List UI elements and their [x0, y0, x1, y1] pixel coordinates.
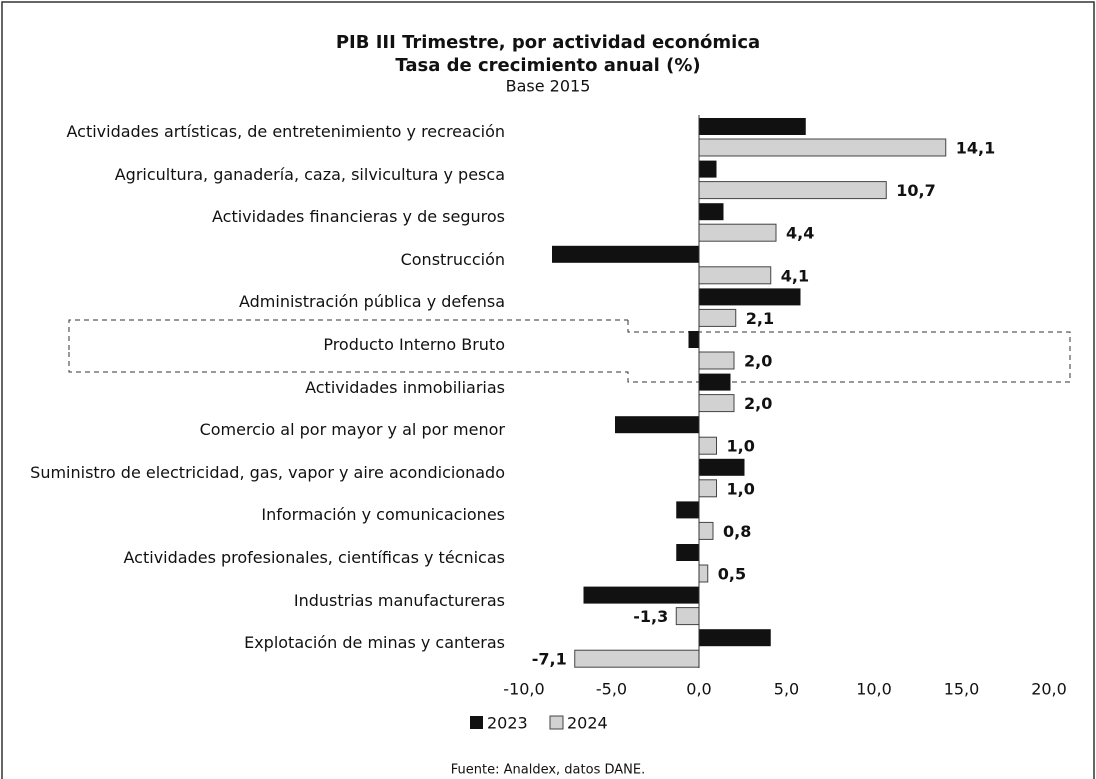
bar — [615, 416, 699, 434]
bar — [698, 138, 947, 157]
bar — [698, 181, 887, 200]
category-label: Comercio al por mayor y al por menor — [199, 420, 505, 440]
bar — [699, 118, 806, 135]
bar — [574, 649, 700, 668]
category-label: Actividades financieras y de seguros — [212, 207, 505, 227]
bar — [688, 331, 699, 348]
bar — [699, 288, 801, 306]
category-label: Suministro de electricidad, gas, vapor y… — [30, 462, 505, 482]
x-tick-label: -5,0 — [596, 680, 627, 699]
bar — [698, 266, 772, 285]
bar — [699, 373, 731, 391]
highlight-box — [68, 320, 1071, 383]
category-label: Actividades artísticas, de entretenimien… — [66, 122, 506, 141]
chart-subtitle: Tasa de crecimiento anual (%) — [395, 55, 700, 76]
data-label: 14,1 — [956, 139, 995, 158]
data-label: 2,0 — [744, 352, 772, 371]
source: Fuente: Analdex, datos DANE. — [451, 763, 645, 778]
x-tick-label: 20,0 — [1031, 680, 1067, 699]
legend-label: 2024 — [567, 714, 608, 733]
bar — [699, 160, 717, 178]
bar — [699, 629, 771, 647]
bar — [675, 607, 700, 626]
data-label: 2,1 — [746, 309, 774, 328]
legend-marker — [470, 716, 483, 729]
data-label: 1,0 — [727, 479, 755, 498]
x-tick-label: 15,0 — [944, 680, 980, 699]
data-label: 1,0 — [727, 437, 755, 456]
data-label: 4,4 — [786, 224, 814, 243]
category-label: Producto Interno Bruto — [323, 335, 505, 354]
x-tick-label: 5,0 — [774, 680, 799, 699]
bar — [699, 203, 724, 221]
legend-label: 2023 — [487, 714, 528, 733]
data-label: 2,0 — [744, 394, 772, 413]
category-label: Información y comunicaciones — [261, 505, 505, 525]
category-label: Administración pública y defensa — [238, 292, 505, 312]
bar — [698, 351, 735, 370]
bar — [698, 394, 735, 413]
data-label: 0,5 — [718, 565, 746, 584]
data-label: -1,3 — [633, 607, 668, 626]
bar — [698, 308, 737, 327]
bar — [698, 223, 777, 242]
bar — [698, 521, 714, 540]
highlight-box — [68, 319, 628, 350]
x-tick-label: 0,0 — [686, 680, 711, 699]
bar — [552, 245, 699, 263]
bar — [698, 436, 717, 455]
category-label: Actividades inmobiliarias — [305, 377, 505, 397]
x-tick-label: 10,0 — [856, 680, 892, 699]
data-label: 4,1 — [781, 266, 809, 285]
category-label: Actividades profesionales, científicas y… — [123, 548, 505, 567]
category-label: Industrias manufactureras — [293, 590, 505, 610]
bar — [676, 544, 699, 561]
category-label: Agricultura, ganadería, caza, silvicultu… — [114, 164, 505, 184]
legend-marker — [549, 715, 564, 730]
bar — [698, 564, 709, 583]
chart-note: Base 2015 — [506, 77, 591, 96]
bar — [699, 458, 745, 476]
category-label: Construcción — [400, 249, 505, 269]
data-label: 10,7 — [896, 181, 935, 200]
data-label: -7,1 — [532, 650, 567, 669]
x-tick-label: -10,0 — [503, 680, 544, 699]
bar — [676, 501, 699, 519]
bar — [583, 586, 699, 604]
bar — [698, 479, 717, 498]
category-label: Explotación de minas y canteras — [244, 633, 505, 653]
chart-title: PIB III Trimestre, por actividad económi… — [336, 32, 760, 53]
data-label: 0,8 — [723, 522, 751, 541]
